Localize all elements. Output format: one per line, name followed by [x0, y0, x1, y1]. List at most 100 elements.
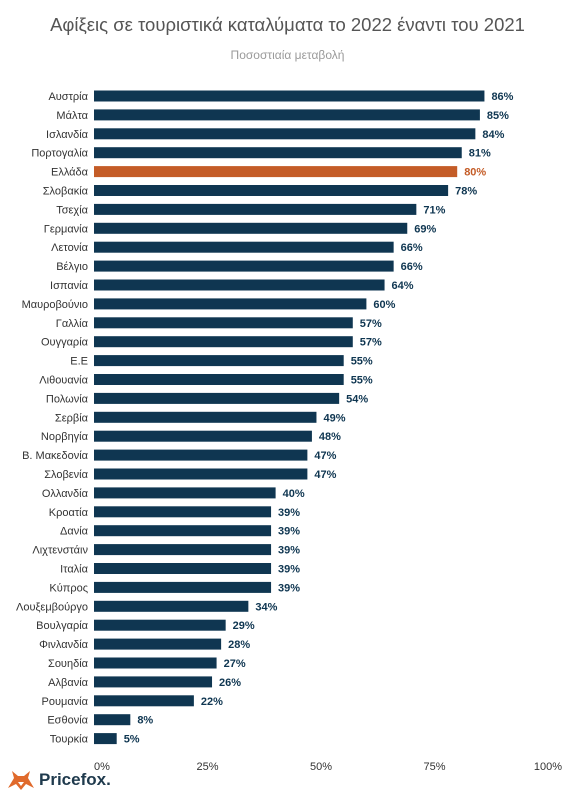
category-label: Ελλάδα [51, 167, 89, 179]
bar [94, 619, 226, 631]
value-label: 57% [360, 337, 382, 349]
bar [94, 147, 462, 159]
category-label: Μάλτα [56, 110, 88, 122]
category-label: Νορβηγία [41, 431, 89, 443]
bar [94, 411, 317, 423]
category-label: Ιταλία [60, 564, 89, 576]
value-label: 54% [346, 393, 368, 405]
x-tick-label: 25% [196, 761, 218, 773]
chart-subtitle: Ποσοστιαία μεταβολή [230, 48, 345, 62]
value-label: 39% [278, 582, 300, 594]
x-tick-label: 50% [310, 761, 332, 773]
bar [94, 714, 131, 726]
category-label: Αλβανία [48, 677, 88, 689]
bar [94, 374, 344, 385]
value-label: 28% [228, 639, 250, 651]
category-label: Ε.Ε [70, 356, 88, 368]
category-label: Ισπανία [50, 280, 89, 292]
bar [94, 581, 272, 593]
value-label: 66% [401, 261, 423, 273]
bar [94, 695, 194, 707]
value-label: 22% [201, 696, 223, 708]
bar [94, 336, 353, 348]
category-label: Σλοβακία [43, 186, 89, 198]
value-label: 55% [351, 375, 373, 387]
value-label: 39% [278, 526, 300, 538]
bar [94, 506, 272, 518]
category-label: Μαυροβούνιο [22, 299, 88, 311]
category-label: Δανία [60, 526, 89, 538]
bar [94, 657, 217, 669]
bar [94, 260, 394, 272]
category-label: Γαλλία [56, 318, 89, 330]
value-label: 27% [224, 658, 246, 670]
bar [94, 241, 394, 253]
bar [94, 128, 476, 140]
category-label: Τουρκία [50, 734, 89, 746]
bar [94, 298, 367, 310]
value-label: 26% [219, 677, 241, 689]
fox-icon [8, 771, 34, 790]
value-label: 47% [314, 469, 336, 481]
category-label: Ουγγαρία [41, 337, 89, 349]
value-label: 5% [124, 734, 140, 746]
category-label: Εσθονία [47, 715, 88, 727]
category-label: Τσεχία [56, 204, 88, 216]
value-label: 48% [319, 431, 341, 443]
value-label: 66% [401, 242, 423, 254]
value-label: 80% [464, 167, 486, 179]
bar [94, 166, 458, 178]
category-label: Σουηδία [48, 658, 89, 670]
category-label: Κύπρος [49, 582, 88, 594]
bar [94, 392, 340, 404]
bar [94, 449, 308, 461]
category-label: Λιχτενστάιν [32, 545, 88, 557]
value-label: 71% [423, 204, 445, 216]
category-label: Κροατία [49, 507, 89, 519]
pricefox-logo: Pricefox. [6, 766, 111, 794]
bar [94, 203, 417, 215]
bar [94, 525, 272, 537]
value-label: 49% [323, 412, 345, 424]
x-tick-label: 0% [94, 761, 110, 773]
category-label: Γερμανία [44, 223, 89, 235]
value-label: 8% [137, 715, 153, 727]
bar [94, 430, 312, 442]
category-label: Λετονία [51, 242, 89, 254]
value-label: 69% [414, 223, 436, 235]
bar [94, 600, 249, 612]
category-label: Πολωνία [46, 393, 89, 405]
value-label: 34% [255, 601, 277, 613]
category-label: Ρουμανία [42, 696, 89, 708]
value-label: 60% [373, 299, 395, 311]
bar [94, 487, 276, 499]
value-label: 85% [487, 110, 509, 122]
bar [94, 676, 213, 688]
category-label: Λιθουανία [39, 375, 88, 387]
value-label: 57% [360, 318, 382, 330]
bar [94, 222, 408, 234]
value-label: 47% [314, 450, 336, 462]
bar [94, 90, 485, 102]
value-label: 81% [469, 148, 491, 160]
category-label: Λουξεμβούργο [16, 601, 88, 613]
value-label: 29% [233, 620, 255, 632]
category-label: Ισλανδία [46, 129, 89, 141]
category-label: Αυστρία [48, 91, 88, 103]
bar [94, 279, 385, 291]
bar [94, 468, 308, 480]
value-label: 39% [278, 507, 300, 519]
value-label: 78% [455, 186, 477, 198]
category-label: Πορτογαλία [31, 148, 88, 160]
value-label: 39% [278, 545, 300, 557]
bar [94, 109, 480, 121]
value-label: 40% [283, 488, 305, 500]
bar [94, 733, 117, 745]
bar [94, 355, 344, 367]
category-label: Βέλγιο [56, 261, 88, 273]
chart-title: Αφίξεις σε τουριστικά καταλύματα το 2022… [50, 14, 525, 35]
category-label: Φινλανδία [39, 639, 88, 651]
value-label: 64% [392, 280, 414, 292]
category-label: Βουλγαρία [36, 620, 89, 632]
